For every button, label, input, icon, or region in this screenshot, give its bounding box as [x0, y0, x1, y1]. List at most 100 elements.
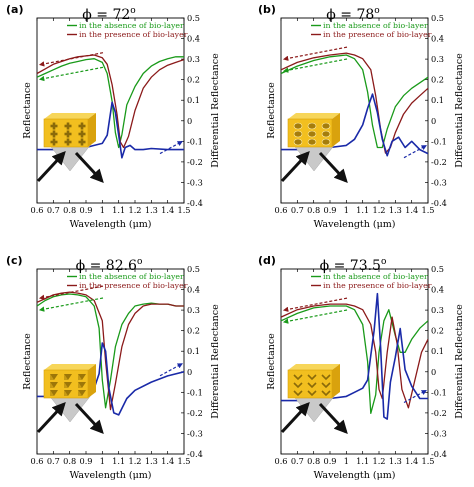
legend-entry: in the absence of bio-layer — [79, 21, 184, 30]
legend-entry: in the absence of bio-layer — [79, 272, 184, 281]
pyramid-hole — [50, 390, 58, 396]
legend-entry: in the absence of bio-layer — [323, 21, 428, 30]
presence-series-line — [37, 291, 184, 411]
y2-tick-label: -0.3 — [187, 177, 203, 187]
x-tick-label: 1.5 — [177, 205, 190, 215]
y2-tick-label: 0.2 — [187, 75, 200, 85]
y2-tick-label: -0.3 — [431, 177, 447, 187]
pyramid-hole — [78, 374, 86, 380]
panel-label: (d) — [258, 254, 276, 267]
x-tick-label: 1.2 — [128, 205, 141, 215]
pyramid-facet — [78, 390, 82, 396]
panel-title: ϕ = 73.5o — [320, 257, 387, 274]
incident-light-arrow — [36, 151, 66, 183]
y2-tick-label: 0.4 — [187, 34, 200, 44]
y2-tick-label: 0.5 — [431, 13, 444, 23]
panel-label: (c) — [6, 254, 23, 267]
x-tick-label: 0.7 — [47, 205, 60, 215]
circular-hole — [307, 130, 317, 138]
y2-tick-label: -0.4 — [431, 449, 447, 459]
pyramid-hole — [78, 382, 86, 388]
chart-panel-4: (d) ϕ = 73.5o 0.6 0.7 0.8 0.9 1 1.1 1.2 1.3 1.4 1.5… — [258, 254, 465, 481]
y2-tick-label: 0.2 — [431, 326, 444, 336]
pyramid-facet — [50, 390, 54, 396]
x-tick-label: 1.3 — [389, 205, 402, 215]
chevron-groove — [307, 374, 317, 381]
chevron-groove — [293, 382, 303, 389]
y2-tick-label: 0 — [431, 367, 436, 377]
x-tick-label: 1.2 — [128, 456, 141, 466]
x-tick-label: 0.7 — [291, 205, 304, 215]
y-axis-label: Reflectance — [22, 333, 33, 390]
incident-light-arrow — [36, 402, 66, 434]
panel-label: (a) — [6, 3, 23, 16]
y2-tick-label: 0 — [187, 116, 192, 126]
panel-label: (b) — [258, 3, 276, 16]
absence-axis-arrow — [282, 309, 348, 324]
y2-tick-label: -0.3 — [187, 428, 203, 438]
y2-tick-label: 0 — [431, 116, 436, 126]
x-tick-label: 1.5 — [421, 205, 434, 215]
x-tick-label: 0.9 — [323, 205, 336, 215]
plot-area — [281, 292, 428, 420]
nanostructure-inset — [280, 364, 348, 434]
pyramid-facet — [78, 382, 82, 388]
x-axis-label: Wavelength (μm) — [69, 470, 151, 481]
x-tick-label: 0.7 — [47, 456, 60, 466]
circular-hole — [307, 122, 317, 130]
y2-axis-label: Differential Reflectance — [454, 53, 465, 168]
cross-hole — [78, 132, 86, 136]
y2-tick-label: -0.2 — [187, 408, 203, 418]
circular-hole — [293, 122, 303, 130]
panel-title-base: ϕ = 72 — [82, 7, 130, 23]
circular-hole — [293, 130, 303, 138]
pyramid-hole — [64, 382, 72, 388]
x-tick-label: 1.2 — [372, 205, 385, 215]
chevron-groove — [321, 382, 331, 389]
x-tick-label: 1.4 — [161, 205, 174, 215]
x-tick-label: 0.9 — [323, 456, 336, 466]
chart-panel-3: (c) ϕ = 82.6o 0.6 0.7 0.8 0.9 1 1.1 1.2 1.3 1.4 1.5… — [6, 254, 221, 481]
x-tick-label: 1 — [344, 456, 349, 466]
circular-hole — [321, 122, 331, 130]
y2-tick-label: -0.2 — [431, 157, 447, 167]
circular-hole — [321, 138, 331, 146]
cross-hole — [64, 140, 72, 144]
y2-tick-label: 0.5 — [431, 264, 444, 274]
presence-series-line — [281, 303, 428, 409]
x-axis-label: Wavelength (μm) — [69, 219, 151, 230]
x-tick-label: 1.1 — [112, 205, 125, 215]
circular-hole — [307, 138, 317, 146]
panel-title: ϕ = 78o — [326, 6, 379, 23]
gold-block-side — [88, 364, 96, 398]
pyramid-facet — [64, 390, 68, 396]
y2-tick-label: 0.5 — [187, 13, 200, 23]
presence-axis-arrow — [282, 297, 348, 312]
panel-title: ϕ = 72o — [82, 6, 135, 23]
y-axis-label: Reflectance — [266, 333, 277, 390]
x-tick-label: 1.1 — [356, 456, 369, 466]
panel-title-base: ϕ = 82.6 — [76, 258, 137, 274]
x-tick-label: 0.6 — [30, 205, 43, 215]
x-tick-label: 1 — [100, 205, 105, 215]
panel-title-superscript: o — [130, 6, 135, 16]
y-axis-label: Reflectance — [266, 82, 277, 139]
y2-tick-label: 0.3 — [187, 305, 200, 315]
plot-frame — [280, 17, 429, 204]
y2-tick-label: -0.1 — [431, 387, 447, 397]
y2-tick-label: -0.4 — [187, 449, 203, 459]
y2-tick-label: 0.4 — [431, 285, 444, 295]
x-axis-label: Wavelength (μm) — [313, 219, 395, 230]
differential-axis-arrow — [159, 363, 183, 377]
panel-title: ϕ = 82.6o — [76, 257, 143, 274]
absence-axis-arrow — [282, 58, 348, 73]
x-tick-label: 1.3 — [145, 205, 158, 215]
legend-entry: in the presence of bio-layer — [79, 281, 188, 290]
differential-axis-arrow — [403, 389, 427, 404]
y2-tick-label: 0.3 — [431, 54, 444, 64]
pyramid-hole — [50, 382, 58, 388]
x-tick-label: 0.9 — [79, 205, 92, 215]
